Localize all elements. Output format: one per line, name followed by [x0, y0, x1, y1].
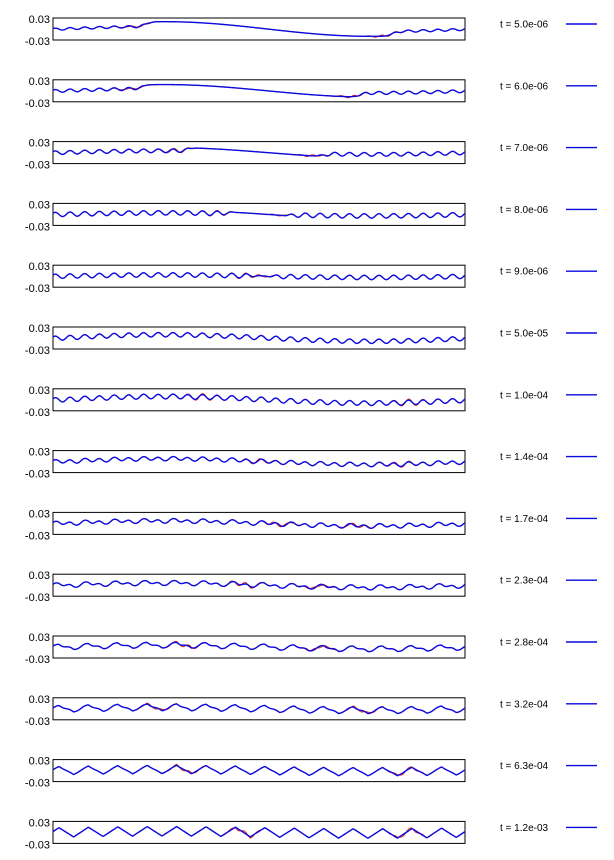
plot-frame — [52, 326, 466, 350]
legend-label: t = 5.0e-06 — [500, 20, 549, 31]
legend-label: t = 9.0e-06 — [500, 267, 549, 278]
numeric-series-line — [52, 331, 466, 345]
ytick-bottom: -0.03 — [25, 221, 50, 233]
plot-frame — [52, 573, 466, 597]
reference-series-line — [52, 21, 466, 38]
ytick-bottom: -0.03 — [25, 530, 50, 542]
ytick-top: 0.03 — [29, 632, 50, 644]
legend-label: t = 3.2e-04 — [500, 699, 549, 710]
ytick-top: 0.03 — [29, 323, 50, 335]
plot-frame — [52, 264, 466, 288]
plot-frame — [52, 759, 466, 783]
legend-label: t = 1.2e-03 — [500, 823, 549, 834]
ytick-bottom: -0.03 — [25, 469, 50, 481]
numeric-series-line — [52, 517, 466, 529]
ytick-top: 0.03 — [29, 694, 50, 706]
ytick-top: 0.03 — [29, 199, 50, 211]
ytick-top: 0.03 — [29, 14, 50, 26]
plot-frame — [52, 17, 466, 41]
ytick-bottom: -0.03 — [25, 839, 50, 851]
panel-4: 0.03 -0.03 t = 8.0e-06 — [25, 199, 597, 233]
numeric-series-line — [52, 20, 466, 38]
ytick-top: 0.03 — [29, 447, 50, 459]
ytick-bottom: -0.03 — [25, 160, 50, 172]
legend-label: t = 1.7e-04 — [500, 514, 549, 525]
numeric-series-line — [52, 393, 466, 407]
panel-9: 0.03 -0.03 t = 1.7e-04 — [25, 508, 597, 542]
plot-frame — [52, 697, 466, 721]
ytick-bottom: -0.03 — [25, 283, 50, 295]
panel-12: 0.03 -0.03 t = 3.2e-04 — [25, 694, 597, 728]
reference-series-line — [52, 84, 466, 99]
plot-frame — [52, 388, 466, 412]
numeric-series-line — [52, 209, 466, 219]
panel-6: 0.03 -0.03 t = 5.0e-05 — [25, 323, 597, 357]
ytick-top: 0.03 — [29, 261, 50, 273]
ytick-bottom: -0.03 — [25, 778, 50, 790]
panel-5: 0.03 -0.03 t = 9.0e-06 — [25, 261, 597, 295]
legend-label: t = 2.8e-04 — [500, 638, 549, 649]
ytick-bottom: -0.03 — [25, 345, 50, 357]
panel-14: 0.03 -0.03 t = 1.2e-03 — [25, 817, 597, 851]
ytick-bottom: -0.03 — [25, 407, 50, 419]
plot-frame — [52, 820, 466, 844]
numeric-series-line — [52, 455, 466, 468]
numeric-series-line — [52, 825, 466, 839]
panels-group: 0.03 -0.03 t = 5.0e-06 0.03 -0.03 t = 6.0e-06… — [25, 14, 597, 851]
legend-label: t = 6.3e-04 — [500, 761, 549, 772]
panel-3: 0.03 -0.03 t = 7.0e-06 — [25, 138, 597, 172]
numeric-series-line — [52, 147, 466, 157]
ytick-top: 0.03 — [29, 138, 50, 150]
panel-13: 0.03 -0.03 t = 6.3e-04 — [25, 756, 597, 790]
numeric-series-line — [52, 764, 466, 777]
plot-frame — [52, 202, 466, 226]
ytick-bottom: -0.03 — [25, 716, 50, 728]
numeric-series-line — [52, 579, 466, 591]
legend-label: t = 1.0e-04 — [500, 390, 549, 401]
ytick-top: 0.03 — [29, 76, 50, 88]
plot-frame — [52, 450, 466, 474]
ytick-top: 0.03 — [29, 817, 50, 829]
ytick-top: 0.03 — [29, 385, 50, 397]
plot-frame — [52, 511, 466, 535]
plot-frame — [52, 79, 466, 103]
numeric-series-line — [52, 83, 466, 98]
ytick-bottom: -0.03 — [25, 654, 50, 666]
panel-10: 0.03 -0.03 t = 2.3e-04 — [25, 570, 597, 604]
numeric-series-line — [52, 641, 466, 653]
numeric-series-line — [52, 703, 466, 715]
ytick-top: 0.03 — [29, 508, 50, 520]
plot-frame — [52, 635, 466, 659]
ytick-bottom: -0.03 — [25, 36, 50, 48]
ytick-bottom: -0.03 — [25, 98, 50, 110]
panel-1: 0.03 -0.03 t = 5.0e-06 — [25, 14, 597, 48]
legend-label: t = 7.0e-06 — [500, 143, 549, 154]
panel-8: 0.03 -0.03 t = 1.4e-04 — [25, 447, 597, 481]
numeric-series-line — [52, 272, 466, 281]
legend-label: t = 6.0e-06 — [500, 81, 549, 92]
ytick-top: 0.03 — [29, 570, 50, 582]
legend-label: t = 8.0e-06 — [500, 205, 549, 216]
legend-label: t = 1.4e-04 — [500, 452, 549, 463]
panel-7: 0.03 -0.03 t = 1.0e-04 — [25, 385, 597, 419]
panel-11: 0.03 -0.03 t = 2.8e-04 — [25, 632, 597, 666]
legend-label: t = 5.0e-05 — [500, 329, 549, 340]
legend-label: t = 2.3e-04 — [500, 576, 549, 587]
panel-2: 0.03 -0.03 t = 6.0e-06 — [25, 76, 597, 110]
ytick-top: 0.03 — [29, 756, 50, 768]
ytick-bottom: -0.03 — [25, 592, 50, 604]
